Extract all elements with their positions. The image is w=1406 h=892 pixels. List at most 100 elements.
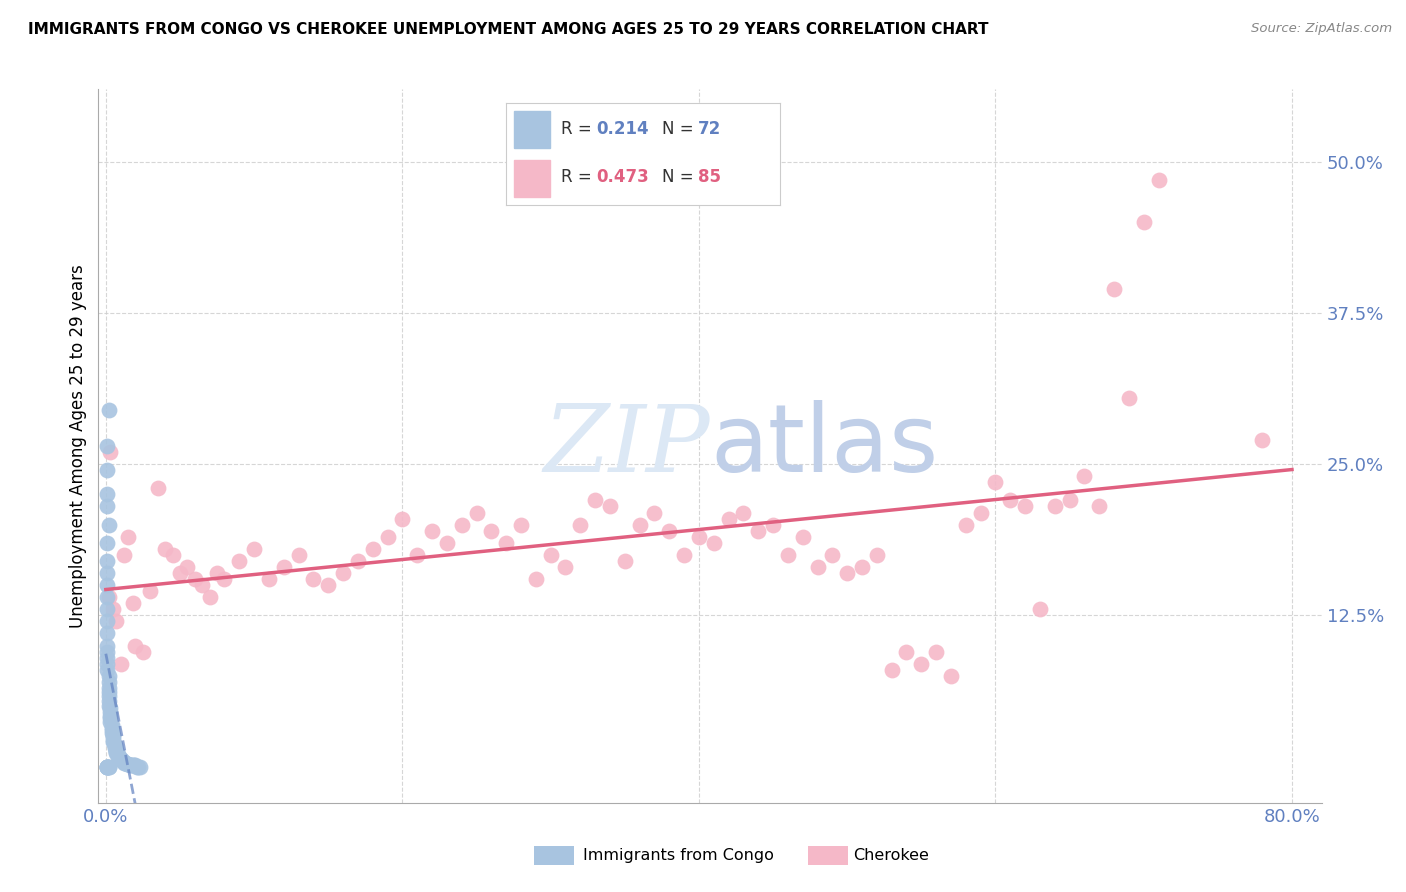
Point (643, 506, 665, 520)
Point (96, 759, 118, 773)
Y-axis label: Unemployment Among Ages 25 to 29 years: Unemployment Among Ages 25 to 29 years (69, 264, 87, 628)
Point (117, 530, 139, 544)
Point (98, 701, 121, 715)
Text: Source: ZipAtlas.com: Source: ZipAtlas.com (1251, 22, 1392, 36)
Point (955, 517, 977, 532)
Point (96, 615, 118, 629)
Point (100, 723, 122, 738)
Point (107, 748, 129, 763)
Text: Cherokee: Cherokee (853, 848, 929, 863)
Point (97, 669, 120, 683)
FancyBboxPatch shape (515, 111, 550, 148)
Point (96, 663, 118, 677)
Point (97, 681, 120, 695)
Text: atlas: atlas (710, 400, 938, 492)
Point (96, 566, 118, 580)
Point (984, 475, 1007, 490)
Point (613, 554, 636, 568)
Point (97, 759, 120, 773)
Point (96, 639, 118, 653)
Point (198, 590, 221, 604)
Point (121, 758, 143, 772)
Point (747, 524, 769, 538)
Point (406, 548, 429, 562)
Point (112, 548, 135, 562)
Point (120, 758, 142, 772)
Text: R =: R = (561, 120, 598, 138)
Point (1102, 282, 1125, 296)
Point (98, 711, 121, 725)
Point (129, 759, 152, 773)
Point (347, 554, 370, 568)
Point (118, 758, 141, 772)
Point (103, 602, 125, 616)
Point (98, 714, 121, 729)
Point (628, 517, 651, 532)
Text: 72: 72 (697, 120, 721, 138)
Point (169, 566, 191, 580)
Point (96, 578, 118, 592)
Point (104, 741, 127, 756)
Point (510, 517, 533, 532)
Point (104, 738, 127, 752)
Point (110, 754, 132, 768)
Point (127, 759, 149, 773)
Point (96, 439, 118, 453)
Point (96, 759, 118, 773)
Point (96, 650, 118, 665)
Point (495, 535, 517, 549)
Point (98, 445, 121, 459)
Text: N =: N = (662, 120, 699, 138)
Point (124, 639, 146, 653)
Point (103, 728, 125, 742)
Point (1000, 493, 1022, 508)
Point (97, 674, 120, 689)
Point (111, 754, 134, 768)
Point (302, 572, 325, 586)
Text: 0.473: 0.473 (596, 169, 650, 186)
Point (673, 548, 696, 562)
Point (688, 530, 710, 544)
Point (96, 554, 118, 568)
Point (97, 690, 120, 704)
Point (925, 645, 948, 659)
Point (436, 535, 458, 549)
Point (100, 721, 122, 735)
Point (107, 747, 129, 762)
Point (866, 548, 889, 562)
Point (806, 560, 828, 574)
Point (162, 548, 184, 562)
Text: 85: 85 (697, 169, 721, 186)
Point (176, 560, 198, 574)
Point (1029, 602, 1052, 616)
Point (115, 757, 138, 772)
Point (100, 718, 122, 732)
Point (524, 572, 547, 586)
Point (112, 756, 135, 770)
Point (1088, 500, 1111, 514)
Point (97, 684, 120, 698)
Point (837, 566, 859, 580)
Point (96, 645, 118, 659)
Point (1043, 500, 1066, 514)
Point (939, 669, 962, 683)
Point (124, 758, 146, 772)
Point (96, 487, 118, 501)
Point (776, 548, 799, 562)
Point (540, 548, 562, 562)
Point (420, 524, 443, 538)
Text: IMMIGRANTS FROM CONGO VS CHEROKEE UNEMPLOYMENT AMONG AGES 25 TO 29 YEARS CORRELA: IMMIGRANTS FROM CONGO VS CHEROKEE UNEMPL… (28, 22, 988, 37)
Point (717, 511, 740, 525)
Point (105, 744, 128, 758)
Point (139, 584, 162, 599)
Point (450, 517, 472, 532)
Point (658, 524, 681, 538)
Point (108, 749, 131, 764)
Point (110, 752, 132, 766)
Point (96, 535, 118, 549)
Point (880, 663, 903, 677)
Point (96, 759, 118, 773)
Point (96, 590, 118, 604)
Point (97, 699, 120, 714)
Point (391, 511, 413, 525)
